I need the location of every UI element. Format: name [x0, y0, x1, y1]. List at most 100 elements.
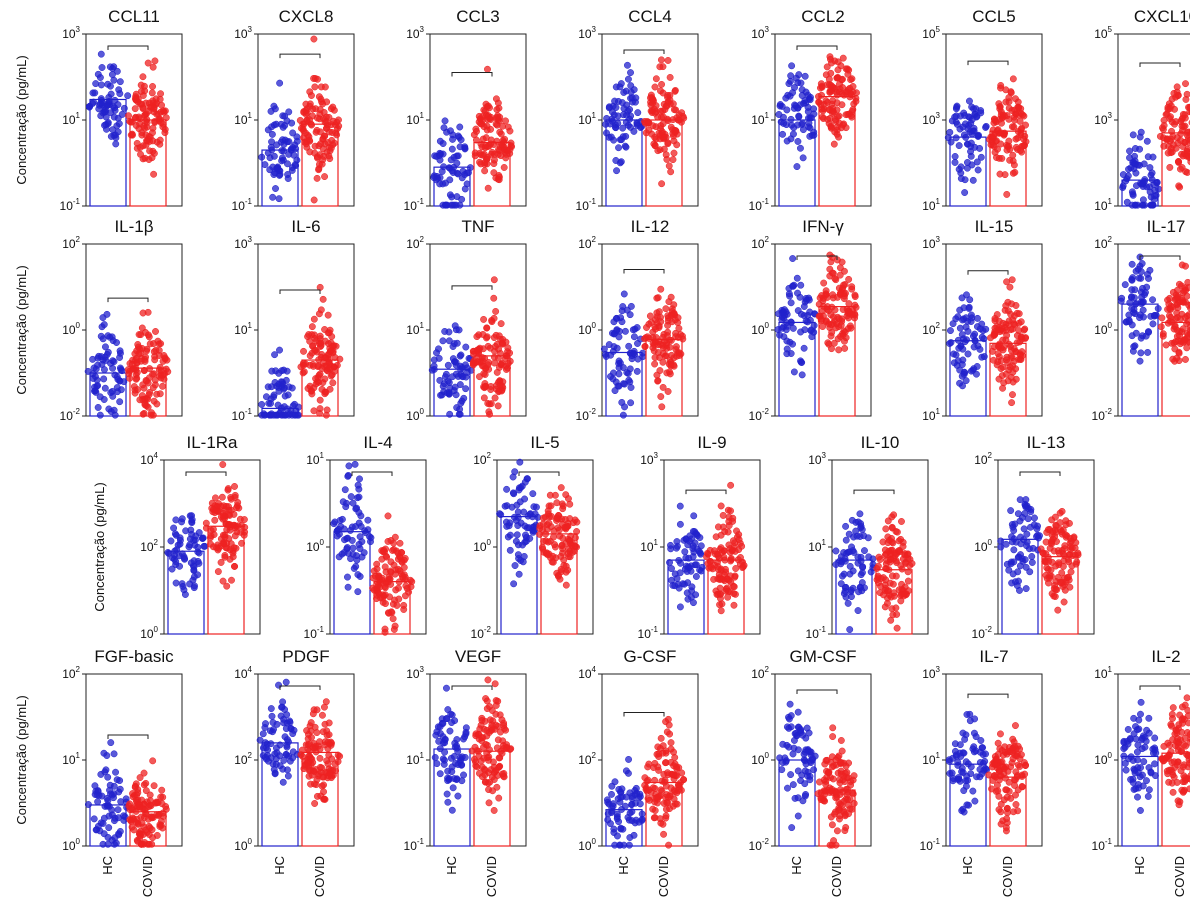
point-hc [522, 479, 528, 485]
point-covid [651, 777, 657, 783]
point-covid [326, 153, 332, 159]
y-tick-label: 104 [578, 665, 596, 681]
point-covid [1003, 332, 1009, 338]
point-hc [176, 563, 182, 569]
significance-bracket [854, 490, 894, 494]
point-hc [981, 758, 987, 764]
point-covid [1018, 751, 1024, 757]
point-hc [118, 366, 124, 372]
point-covid [336, 123, 342, 129]
point-covid [841, 345, 847, 351]
significance-bracket [624, 50, 664, 54]
point-hc [843, 537, 849, 543]
point-covid [401, 564, 407, 570]
point-hc [970, 177, 976, 183]
point-hc [191, 537, 197, 543]
point-hc [121, 817, 127, 823]
point-covid [395, 585, 401, 591]
point-covid [160, 121, 166, 127]
point-covid [731, 540, 737, 546]
point-hc [842, 523, 848, 529]
point-covid [673, 127, 679, 133]
point-hc [956, 166, 962, 172]
significance-bracket [280, 54, 320, 58]
point-hc [1017, 534, 1023, 540]
point-hc [619, 125, 625, 131]
point-covid [483, 741, 489, 747]
point-hc [791, 369, 797, 375]
point-hc [847, 571, 853, 577]
point-covid [403, 583, 409, 589]
point-covid [831, 811, 837, 817]
point-hc [273, 761, 279, 767]
point-hc [337, 517, 343, 523]
point-covid [718, 608, 724, 614]
point-hc [289, 164, 295, 170]
point-covid [991, 331, 997, 337]
point-covid [303, 101, 309, 107]
point-hc [1139, 202, 1145, 208]
point-covid [153, 391, 159, 397]
point-hc [103, 126, 109, 132]
point-covid [220, 578, 226, 584]
point-covid [501, 164, 507, 170]
point-hc [1034, 523, 1040, 529]
point-hc [357, 533, 363, 539]
point-covid [315, 166, 321, 172]
point-covid [1176, 357, 1182, 363]
point-hc [271, 392, 277, 398]
panel-il-15: IL-15101102103 [922, 217, 1042, 423]
point-covid [665, 57, 671, 63]
point-hc [436, 181, 442, 187]
point-covid [670, 803, 676, 809]
point-covid [843, 334, 849, 340]
panel-title: IFN-γ [802, 217, 844, 236]
point-covid [727, 508, 733, 514]
point-covid [129, 824, 135, 830]
point-hc [604, 799, 610, 805]
point-covid [1014, 772, 1020, 778]
point-hc [977, 346, 983, 352]
y-tick-label: 103 [922, 235, 940, 251]
point-hc [269, 194, 275, 200]
point-hc [1014, 582, 1020, 588]
point-covid [316, 372, 322, 378]
point-covid [553, 517, 559, 523]
point-hc [444, 390, 450, 396]
point-covid [670, 101, 676, 107]
point-covid [818, 316, 824, 322]
point-covid [731, 602, 737, 608]
point-covid [1002, 171, 1008, 177]
point-hc [1126, 312, 1132, 318]
point-hc [265, 127, 271, 133]
y-tick-label: 10-1 [232, 407, 253, 423]
point-hc [787, 771, 793, 777]
point-covid [132, 351, 138, 357]
point-hc [1017, 496, 1023, 502]
point-covid [311, 197, 317, 203]
point-hc [105, 774, 111, 780]
point-covid [999, 155, 1005, 161]
point-covid [482, 779, 488, 785]
panel-cxcl10: CXCL10101103105 [1094, 7, 1190, 213]
point-hc [965, 761, 971, 767]
point-covid [901, 593, 907, 599]
point-covid [484, 161, 490, 167]
point-covid [132, 115, 138, 121]
significance-bracket [108, 46, 148, 50]
y-tick-label: 101 [234, 321, 252, 337]
point-hc [257, 737, 263, 743]
point-covid [1015, 99, 1021, 105]
point-hc [633, 95, 639, 101]
point-covid [212, 517, 218, 523]
point-hc [794, 163, 800, 169]
panel-title: IL-13 [1027, 433, 1066, 452]
point-covid [680, 776, 686, 782]
point-covid [828, 345, 834, 351]
point-hc [446, 411, 452, 417]
point-hc [777, 101, 783, 107]
point-hc [459, 364, 465, 370]
point-covid [385, 513, 391, 519]
point-covid [663, 134, 669, 140]
point-covid [315, 363, 321, 369]
